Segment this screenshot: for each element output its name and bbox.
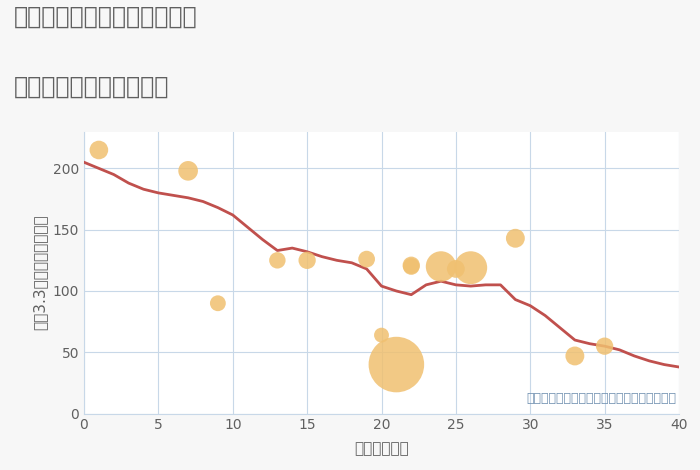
Point (465, 264, 476, 272)
Point (212, 299, 223, 307)
Text: 神奈川県横浜市南区前里町の: 神奈川県横浜市南区前里町の (14, 5, 197, 29)
Point (435, 263, 447, 270)
Text: 築年数別中古戸建て価格: 築年数別中古戸建て価格 (14, 75, 169, 99)
Point (302, 257, 313, 264)
Point (569, 352, 580, 360)
Text: 円の大きさは、取引のあった物件面積を示す: 円の大きさは、取引のあった物件面積を示す (526, 392, 676, 405)
Point (93, 146, 104, 154)
Point (272, 257, 283, 264)
Point (361, 255, 372, 263)
Point (183, 167, 194, 174)
Point (376, 331, 387, 339)
Point (450, 265, 461, 273)
Y-axis label: 坪（3.3㎡）単価（万円）: 坪（3.3㎡）単価（万円） (32, 215, 47, 330)
Point (510, 235, 521, 242)
X-axis label: 築年数（年）: 築年数（年） (354, 441, 409, 456)
Point (391, 361, 402, 368)
Point (599, 343, 610, 350)
Point (406, 263, 417, 270)
Point (406, 261, 417, 269)
